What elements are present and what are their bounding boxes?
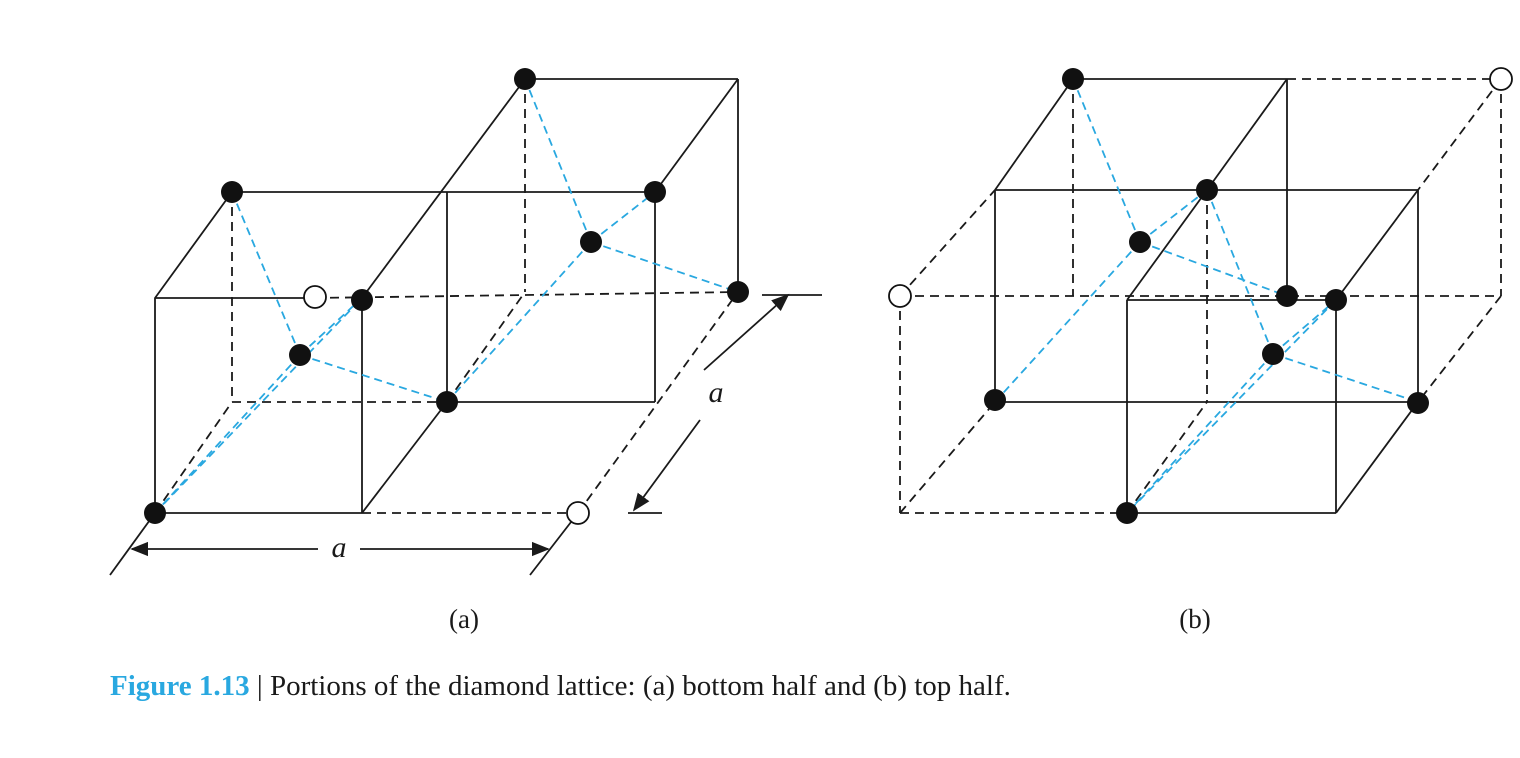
panel-a-bonds bbox=[154, 78, 739, 514]
atom bbox=[644, 181, 666, 203]
atom bbox=[1407, 392, 1429, 414]
atom bbox=[144, 502, 166, 524]
atom bbox=[1129, 231, 1151, 253]
panel-a-dimensions: a a bbox=[109, 293, 822, 576]
panel-a-label: (a) bbox=[449, 604, 479, 634]
hollow-atom bbox=[888, 284, 912, 308]
panel-b-atoms bbox=[888, 67, 1513, 524]
atom bbox=[514, 68, 536, 90]
atom bbox=[1196, 179, 1218, 201]
figure-caption: Figure 1.13 | Portions of the diamond la… bbox=[110, 670, 1490, 703]
atom bbox=[221, 181, 243, 203]
caption-text: Portions of the diamond lattice: (a) bot… bbox=[269, 670, 1011, 702]
atom bbox=[1262, 343, 1284, 365]
atom bbox=[1325, 289, 1347, 311]
atom bbox=[351, 289, 373, 311]
figure-number: Figure 1.13 bbox=[110, 670, 250, 702]
diamond-lattice-figure: a a bbox=[109, 67, 1513, 634]
atom bbox=[1062, 68, 1084, 90]
hollow-atom bbox=[303, 285, 327, 309]
hollow-atom bbox=[1489, 67, 1513, 91]
atom bbox=[289, 344, 311, 366]
atom bbox=[580, 231, 602, 253]
dimension-label-horizontal: a bbox=[332, 531, 347, 564]
caption-separator: | bbox=[256, 670, 263, 702]
panel-b-bonds bbox=[994, 78, 1419, 514]
panel-b-lattice bbox=[888, 67, 1513, 524]
atom bbox=[1276, 285, 1298, 307]
panel-b-hidden-edges bbox=[899, 78, 1502, 514]
panel-a-solid-edges bbox=[154, 78, 739, 514]
panel-b-label: (b) bbox=[1179, 604, 1210, 634]
panel-a-hidden-edges bbox=[154, 79, 739, 514]
atom bbox=[436, 391, 458, 413]
hollow-atom bbox=[566, 501, 590, 525]
panel-a-lattice: a a bbox=[109, 68, 822, 576]
atom bbox=[1116, 502, 1138, 524]
atom bbox=[727, 281, 749, 303]
panel-a-atoms bbox=[144, 68, 749, 525]
dimension-label-diagonal: a bbox=[709, 376, 724, 409]
atom bbox=[984, 389, 1006, 411]
